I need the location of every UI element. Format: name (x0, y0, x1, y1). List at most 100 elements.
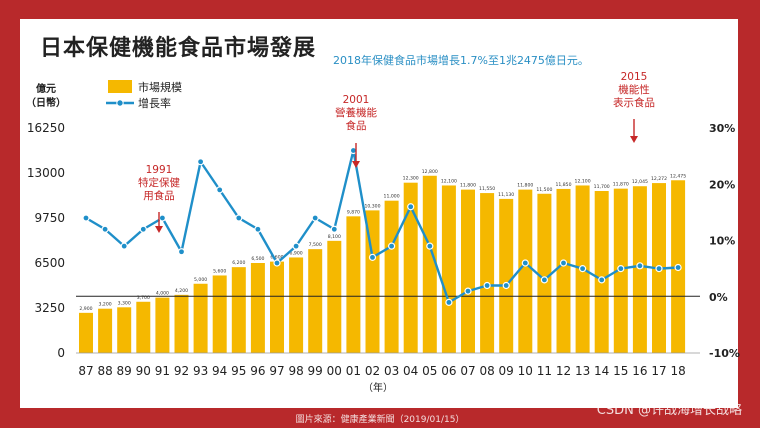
growth-rate-point (197, 158, 205, 166)
bar (365, 210, 380, 353)
x-tick-label: 01 (346, 364, 361, 378)
growth-rate-point (139, 225, 147, 233)
bar (441, 185, 456, 353)
x-tick-label: 87 (78, 364, 93, 378)
y-left-tick-label: 6500 (34, 256, 65, 270)
growth-rate-point (216, 186, 224, 194)
bar-data-label: 12,475 (670, 173, 686, 179)
bar (231, 267, 246, 353)
bar (117, 307, 132, 353)
bar-data-label: 7,500 (309, 242, 322, 248)
growth-rate-point (407, 203, 415, 211)
growth-rate-point (330, 225, 338, 233)
x-tick-label: 17 (651, 364, 666, 378)
growth-rate-point (426, 242, 434, 250)
annotation-text: 食品 (346, 119, 367, 132)
x-axis-title: （年） (363, 381, 393, 394)
x-tick-label: 09 (499, 364, 514, 378)
x-tick-label: 93 (193, 364, 208, 378)
bar-data-label: 12,100 (441, 178, 457, 184)
bar-data-label: 11,500 (536, 187, 552, 193)
growth-rate-point (120, 242, 128, 250)
x-tick-label: 98 (288, 364, 303, 378)
bar-data-label: 3,200 (99, 302, 112, 308)
bar-data-label: 5,600 (213, 268, 226, 274)
bar-data-label: 11,850 (555, 182, 571, 188)
bar (422, 175, 437, 353)
bar-data-label: 6,900 (290, 250, 303, 256)
x-tick-label: 90 (136, 364, 151, 378)
bar-data-label: 12,272 (651, 176, 667, 182)
x-tick-label: 99 (308, 364, 323, 378)
x-tick-label: 15 (613, 364, 628, 378)
x-tick-label: 89 (117, 364, 132, 378)
bar (499, 198, 514, 353)
bar-data-label: 3,700 (137, 295, 150, 301)
x-tick-label: 10 (518, 364, 533, 378)
y-right-tick-label: -10% (709, 347, 740, 360)
y-right-tick-label: 0% (709, 291, 728, 304)
page-title: 日本保健機能食品市場發展 (40, 36, 317, 61)
bar-data-label: 11,870 (613, 182, 629, 188)
x-tick-label: 94 (212, 364, 227, 378)
x-tick-label: 02 (365, 364, 380, 378)
bar (403, 182, 418, 353)
bar-data-label: 11,800 (460, 183, 476, 189)
bar-data-label: 10,300 (364, 203, 380, 209)
growth-rate-point (177, 248, 186, 256)
annotation-text: 用食品 (143, 189, 175, 202)
bar (346, 216, 361, 353)
y-right-tick-label: 20% (709, 178, 735, 191)
growth-rate-point (636, 262, 644, 270)
x-tick-label: 16 (632, 364, 647, 378)
bar-data-label: 2,900 (79, 306, 92, 312)
bar-data-label: 8,100 (328, 234, 341, 240)
bar (289, 257, 304, 353)
y-right-tick-label: 30% (709, 122, 735, 135)
x-tick-label: 96 (250, 364, 265, 378)
bar-data-label: 12,045 (632, 179, 648, 185)
growth-rate-point (101, 225, 109, 233)
annotation-arrow-head (630, 136, 638, 143)
growth-rate-point (368, 253, 377, 261)
bar (308, 249, 323, 353)
bar (632, 186, 647, 353)
legend-bar-label: 市場規模 (138, 80, 182, 94)
bar (250, 263, 265, 353)
x-tick-label: 08 (479, 364, 494, 378)
y-right-tick-label: 10% (709, 235, 735, 248)
bar (270, 261, 284, 353)
annotation-arrow-head (155, 226, 163, 233)
bar-data-label: 4,200 (175, 288, 188, 294)
y-left-tick-label: 9750 (34, 211, 65, 225)
chart-subtitle: 2018年保健食品市場增長1.7%至1兆2475億日元。 (333, 54, 589, 67)
bar (155, 297, 170, 353)
growth-rate-point (273, 259, 281, 267)
bar-data-label: 6,600 (270, 255, 283, 261)
legend-line-label: 增長率 (138, 96, 171, 110)
bar-data-label: 12,800 (422, 169, 438, 175)
growth-rate-point (254, 225, 262, 233)
growth-rate-point (483, 281, 491, 290)
legend-line-marker (116, 99, 124, 107)
x-tick-label: 13 (575, 364, 590, 378)
growth-rate-point (235, 214, 243, 222)
bar-data-label: 9,870 (347, 209, 360, 215)
bar (98, 308, 113, 353)
growth-rate-point (598, 276, 606, 284)
x-tick-label: 07 (460, 364, 475, 378)
x-tick-label: 18 (670, 364, 685, 378)
y-left-tick-label: 16250 (27, 121, 65, 135)
bar (537, 193, 552, 353)
bar-data-label: 4,000 (156, 291, 169, 297)
growth-rate-point (617, 265, 625, 273)
annotation-text: 1991 (146, 164, 173, 176)
y-left-tick-label: 3250 (34, 301, 65, 315)
annotation-text: 2001 (343, 94, 370, 106)
x-tick-label: 14 (594, 364, 609, 378)
growth-rate-point (655, 265, 663, 273)
bar-data-label: 6,500 (251, 256, 264, 262)
bar (480, 193, 495, 353)
bar-data-label: 5,000 (194, 277, 207, 283)
growth-rate-point (540, 276, 549, 284)
